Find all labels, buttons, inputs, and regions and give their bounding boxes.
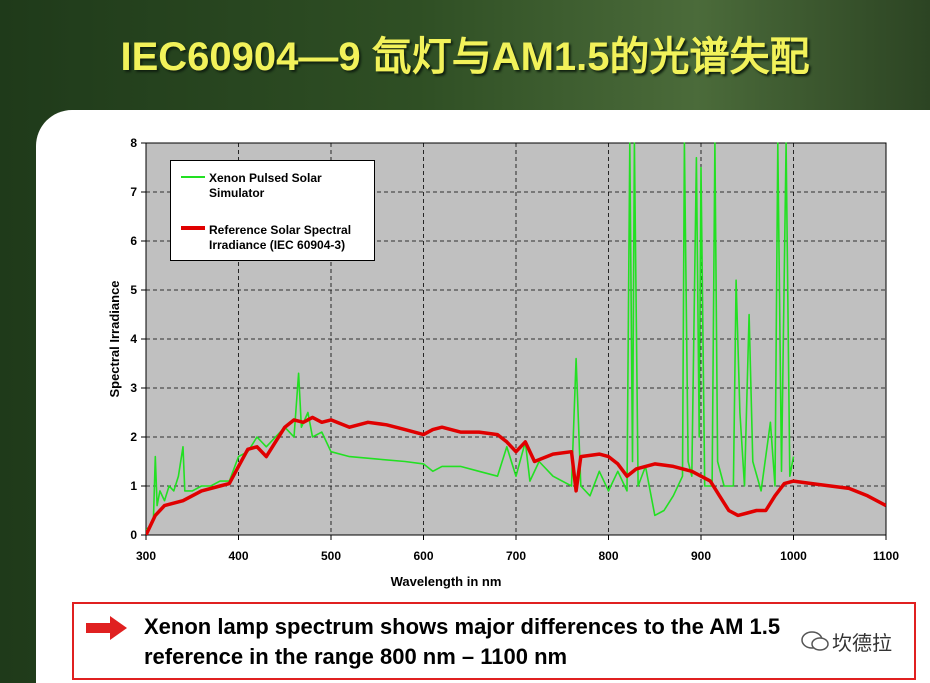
y-tick-label: 6 [130,234,137,248]
y-axis-label: Spectral Irradiance [107,280,122,397]
x-tick-label: 900 [691,549,711,563]
legend: Xenon Pulsed Solar Simulator Reference S… [170,160,375,261]
y-tick-label: 3 [130,381,137,395]
caption: Xenon lamp spectrum shows major differen… [144,614,781,669]
x-axis-label: Wavelength in nm [391,574,502,589]
legend-label: Xenon Pulsed Solar Simulator [209,171,322,200]
x-tick-label: 300 [136,549,156,563]
y-tick-label: 8 [130,136,137,150]
x-tick-label: 1000 [780,549,807,563]
legend-swatch [181,176,205,178]
legend-label: Reference Solar Spectral Irradiance (IEC… [209,223,352,252]
arrow [86,616,127,640]
series-line [146,415,886,535]
y-tick-label: 5 [130,283,137,297]
x-tick-label: 800 [598,549,618,563]
slide-title: IEC60904—9 氙灯与AM1.5的光谱失配 [120,35,810,79]
arrow-icon [86,616,127,640]
watermark: 坎德拉 [832,633,892,655]
y-tick-label: 0 [130,528,137,542]
y-tick-label: 2 [130,430,137,444]
y-tick-label: 4 [130,332,137,346]
x-tick-label: 1100 [873,549,899,563]
caption-box [72,602,916,680]
bubble [811,637,829,651]
y-tick-label: 7 [130,185,137,199]
x-tick-label: 400 [228,549,248,563]
x-tick-label: 600 [413,549,433,563]
plot-frame [145,142,887,536]
x-tick-label: 700 [506,549,526,563]
x-tick-label: 500 [321,549,341,563]
y-tick-label: 1 [130,479,137,493]
watermark-icon [801,631,829,651]
legend-swatch [181,226,205,230]
